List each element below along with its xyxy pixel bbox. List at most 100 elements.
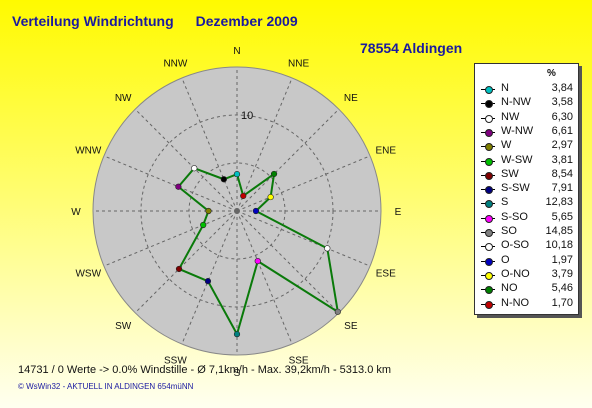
rose-spoke-ssw	[181, 210, 238, 345]
legend-value: 6,61	[551, 124, 573, 137]
legend-item-o-no: O-NO 3,79	[481, 268, 573, 283]
rose-point-n-nw	[220, 176, 227, 183]
legend-marker	[485, 186, 493, 195]
rose-point-so	[334, 308, 341, 315]
direction-label-wsw: WSW	[75, 269, 101, 280]
legend-name: W	[501, 139, 512, 152]
rose-spoke-wsw	[103, 210, 238, 267]
rose-spoke-ene	[236, 155, 371, 212]
legend-marker	[485, 157, 493, 166]
legend-marker	[485, 100, 493, 109]
legend-marker	[485, 257, 493, 266]
rose-point-s-so	[254, 258, 261, 265]
legend-name: NW	[501, 110, 520, 123]
legend-value: 3,84	[551, 82, 573, 94]
legend-value: 8,54	[551, 167, 573, 180]
legend-marker	[485, 200, 493, 209]
legend-item-so: SO 14,85	[481, 225, 573, 240]
rose-point-o-no	[267, 193, 274, 201]
direction-label-e: E	[395, 207, 402, 218]
legend-value: 5,65	[551, 210, 573, 223]
direction-label-sw: SW	[115, 321, 132, 332]
direction-label-n: N	[233, 46, 240, 57]
legend-marker	[485, 86, 493, 94]
rose-point-s-sw	[204, 278, 212, 285]
rose-spoke-nne	[236, 77, 293, 212]
rose-point-o-so	[324, 245, 331, 252]
legend-marker	[485, 214, 493, 223]
legend-item-s-sw: S-SW 7,91	[481, 182, 573, 197]
direction-label-se: SE	[344, 321, 358, 332]
legend-marker	[485, 171, 493, 180]
direction-label-nw: NW	[115, 93, 132, 104]
ring-label: 10	[241, 110, 253, 122]
legend-name: N	[501, 82, 509, 94]
rose-spoke-nnw	[181, 77, 238, 212]
legend-value: 1,97	[551, 253, 573, 266]
legend-value: 6,30	[551, 110, 573, 123]
rose-spoke-sw	[134, 210, 238, 314]
rose-point-o	[252, 207, 260, 215]
legend-item-w-sw: W-SW 3,81	[481, 154, 573, 169]
footer-stats: 14731 / 0 Werte -> 0.0% Windstille - Ø 7…	[18, 364, 392, 376]
legend-value: 7,91	[551, 182, 573, 195]
chart-month: Dezember 2009	[195, 13, 298, 29]
legend-name: W-NW	[501, 124, 534, 137]
legend-header: %	[547, 68, 556, 79]
legend-name: W-SW	[501, 153, 533, 166]
station-label: 78554 Aldingen	[360, 40, 463, 56]
legend-name: N-NO	[501, 296, 530, 309]
legend-value: 3,58	[551, 96, 573, 109]
rose-spoke-ne	[236, 108, 340, 212]
rose-point-nw	[191, 165, 198, 172]
rose-point-sw	[175, 265, 183, 273]
direction-label-ssw: SSW	[164, 356, 187, 367]
direction-label-wnw: WNW	[75, 145, 102, 156]
legend-name: SO	[501, 225, 517, 237]
legend-marker	[485, 143, 493, 152]
legend-item-sw: SW 8,54	[481, 168, 573, 183]
legend-marker	[485, 229, 493, 237]
rose-point-s	[233, 331, 241, 338]
legend-name: S	[501, 196, 509, 209]
legend-value: 3,79	[551, 267, 573, 280]
chart-title-text: Verteilung Windrichtung	[12, 13, 174, 29]
direction-label-nnw: NNW	[163, 58, 187, 69]
rose-point-w-sw	[200, 221, 207, 229]
rose-spoke-se	[236, 210, 340, 314]
legend-value: 1,70	[551, 296, 573, 309]
legend-marker	[485, 300, 493, 309]
legend-value: 2,97	[551, 139, 573, 152]
direction-label-nne: NNE	[288, 58, 309, 69]
rose-spoke-nw	[134, 108, 238, 212]
legend-name: N-NW	[501, 96, 531, 109]
legend-marker	[485, 286, 493, 295]
rose-point-w	[205, 207, 212, 215]
rose-point-n-no	[240, 192, 247, 200]
legend-marker	[485, 271, 493, 280]
legend-name: S-SW	[501, 182, 530, 195]
legend-item-w: W 2,97	[481, 139, 573, 154]
direction-label-sse: SSE	[289, 356, 309, 367]
legend-value: 10,18	[545, 239, 573, 252]
legend-value: 14,85	[545, 225, 573, 237]
legend-item-no: NO 5,46	[481, 282, 573, 297]
legend-item-w-nw: W-NW 6,61	[481, 125, 573, 140]
direction-label-w: W	[71, 207, 81, 218]
rose-point-w-nw	[175, 183, 182, 190]
legend-item-n-nw: N-NW 3,58	[481, 96, 573, 111]
legend-name: O-NO	[501, 267, 530, 280]
legend-marker	[485, 128, 493, 137]
rose-spoke-ese	[236, 210, 371, 267]
legend-item-n: N 3,84	[481, 82, 573, 97]
legend-marker	[485, 114, 493, 123]
legend: % N 3,84 N-NW 3,58 NW 6,30 W-NW 6,61 W 2,97 W-SW 3,…	[474, 63, 579, 315]
rose-point-no	[270, 170, 278, 178]
legend-name: S-SO	[501, 210, 528, 223]
credits-line: © WsWin32 - AKTUELL IN ALDINGEN 654müNN	[18, 382, 194, 391]
direction-label-ese: ESE	[376, 269, 396, 280]
legend-name: O	[501, 253, 510, 266]
legend-name: NO	[501, 282, 518, 295]
legend-item-s-so: S-SO 5,65	[481, 211, 573, 226]
